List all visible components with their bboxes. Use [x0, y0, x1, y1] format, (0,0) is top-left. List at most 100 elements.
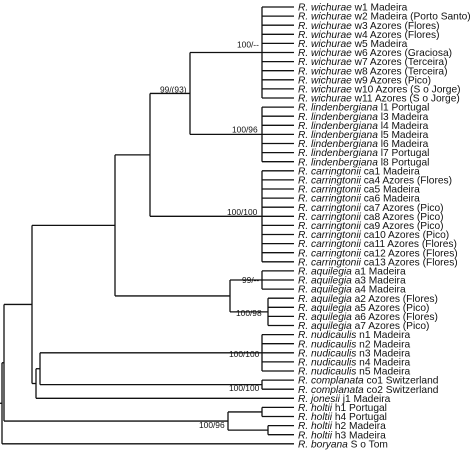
leaf-species-name: R. wichurae	[298, 21, 352, 32]
leaf-specimen-id: w5 Madeira	[352, 39, 408, 50]
leaf-species-name: R. wichurae	[298, 94, 352, 105]
leaf-specimen-id: h4 Portugal	[332, 412, 387, 423]
leaf-specimen-id: w10 Azores (S o Jorge)	[352, 85, 461, 96]
leaf-specimen-id: n2 Madeira	[356, 339, 410, 350]
leaf-specimen-id: S o Tom	[348, 439, 388, 450]
leaf-species-name: R. holtii	[298, 412, 333, 423]
leaf-species-name: R. wichurae	[298, 75, 352, 86]
leaf-specimen-id: a6 Azores (Flores)	[352, 312, 438, 323]
leaf-label: R. carringtonii ca12 Azores (Flores)	[298, 248, 458, 259]
leaf-species-name: R. holtii	[298, 421, 333, 432]
leaf-species-name: R. aquilegia	[298, 285, 352, 296]
support-carringtonii-clade: 100/100	[227, 207, 258, 217]
leaf-species-name: R. lindenbergiana	[298, 157, 378, 168]
leaf-specimen-id: ca10 Azores (Pico)	[361, 230, 449, 241]
leaf-label: R. wichurae w6 Azores (Graciosa)	[298, 48, 452, 59]
leaf-specimen-id: a3 Madeira	[352, 276, 406, 287]
support-values: 100/-- 99/(93) 100/96 100/100 99/-- 100/…	[160, 40, 262, 431]
leaf-label: R. holtii h1 Portugal	[298, 403, 387, 414]
leaf-label: R. carringtonii ca1 Madeira	[298, 166, 420, 177]
leaf-specimen-id: w9 Azores (Pico)	[352, 75, 431, 86]
leaf-species-name: R. jonesii	[298, 394, 341, 405]
leaf-specimen-id: a2 Azores (Flores)	[352, 294, 438, 305]
leaf-specimen-id: n5 Madeira	[356, 367, 410, 378]
leaf-label: R. aquilegia a5 Azores (Pico)	[298, 303, 429, 314]
leaf-species-name: R. nudicaulis	[298, 339, 356, 350]
leaf-label: R. lindenbergiana l4 Madeira	[298, 121, 429, 132]
leaf-specimen-id: a5 Azores (Pico)	[352, 303, 430, 314]
leaf-species-name: R. lindenbergiana	[298, 139, 378, 150]
leaf-species-name: R. carringtonii	[298, 185, 362, 196]
leaf-label: R. carringtonii ca8 Azores (Pico)	[298, 212, 444, 223]
leaf-specimen-id: w11 Azores (S o Jorge)	[352, 94, 460, 105]
leaf-label: R. wichurae w1 Madeira	[298, 3, 408, 14]
leaf-specimen-id: w8 Azores (Terceira)	[352, 66, 448, 77]
leaf-specimen-id: l3 Madeira	[378, 112, 429, 123]
leaf-species-name: R. complanata	[298, 385, 364, 396]
leaf-specimen-id: ca1 Madeira	[361, 166, 420, 177]
support-wichurae-clade: 100/--	[237, 40, 259, 50]
leaf-species-name: R. nudicaulis	[298, 367, 356, 378]
leaf-specimen-id: h2 Madeira	[332, 421, 386, 432]
leaf-specimen-id: a1 Madeira	[352, 267, 406, 278]
tree-branches	[0, 6, 294, 445]
leaf-species-name: R. carringtonii	[298, 176, 362, 187]
support-aquilegia-clade: 100/98	[236, 308, 262, 318]
leaf-specimen-id: w3 Azores (Flores)	[352, 21, 440, 32]
leaf-specimen-id: ca8 Azores (Pico)	[361, 212, 444, 223]
leaf-label: R. nudicaulis n5 Madeira	[298, 367, 410, 378]
leaf-label: R. nudicaulis n2 Madeira	[298, 339, 410, 350]
leaf-species-name: R. wichurae	[298, 39, 352, 50]
leaf-label: R. holtii h3 Madeira	[298, 430, 386, 441]
leaf-label: R. lindenbergiana l6 Madeira	[298, 139, 429, 150]
leaf-specimen-id: ca11 Azores (Flores)	[361, 239, 457, 250]
leaf-label: R. complanata co2 Switzerland	[298, 385, 439, 396]
leaf-specimen-id: l4 Madeira	[378, 121, 429, 132]
leaf-label: R. carringtonii ca4 Azores (Flores)	[298, 176, 452, 187]
leaf-specimen-id: a7 Azores (Pico)	[352, 321, 430, 332]
leaf-species-name: R. lindenbergiana	[298, 112, 378, 123]
leaf-specimen-id: ca9 Azores (Pico)	[361, 221, 444, 232]
leaf-species-name: R. carringtonii	[298, 221, 362, 232]
leaf-species-name: R. carringtonii	[298, 203, 362, 214]
leaf-label: R. wichurae w9 Azores (Pico)	[298, 75, 431, 86]
leaf-label: R. wichurae w8 Azores (Terceira)	[298, 66, 447, 77]
leaf-specimen-id: l7 Portugal	[378, 148, 430, 159]
leaf-specimen-id: a4 Madeira	[352, 285, 406, 296]
leaf-specimen-id: w4 Azores (Flores)	[352, 30, 440, 41]
leaf-label: R. carringtonii ca6 Madeira	[298, 194, 420, 205]
leaf-species-name: R. carringtonii	[298, 194, 362, 205]
leaf-label: R. nudicaulis n4 Madeira	[298, 358, 410, 369]
leaf-species-name: R. complanata	[298, 376, 364, 387]
leaf-species-name: R. aquilegia	[298, 267, 352, 278]
leaf-species-name: R. carringtonii	[298, 239, 362, 250]
leaf-label: R. carringtonii ca5 Madeira	[298, 185, 420, 196]
leaf-label: R. aquilegia a4 Madeira	[298, 285, 406, 296]
leaf-specimen-id: w7 Azores (Terceira)	[352, 57, 448, 68]
leaf-label: R. wichurae w3 Azores (Flores)	[298, 21, 440, 32]
leaf-species-name: R. carringtonii	[298, 257, 362, 268]
leaf-specimen-id: h1 Portugal	[332, 403, 387, 414]
leaf-species-name: R. nudicaulis	[298, 348, 356, 359]
leaf-species-name: R. lindenbergiana	[298, 130, 378, 141]
leaf-label: R. holtii h4 Portugal	[298, 412, 387, 423]
leaf-specimen-id: w6 Azores (Graciosa)	[352, 48, 452, 59]
support-complanata-clade: 100/100	[229, 383, 260, 393]
leaf-specimen-id: ca12 Azores (Flores)	[361, 248, 458, 259]
leaf-specimen-id: h3 Madeira	[332, 430, 386, 441]
leaf-species-name: R. aquilegia	[298, 294, 352, 305]
leaf-label: R. lindenbergiana l3 Madeira	[298, 112, 429, 123]
leaf-species-name: R. wichurae	[298, 57, 352, 68]
leaf-specimen-id: ca13 Azores (Flores)	[361, 257, 458, 268]
leaf-label: R. complanata co1 Switzerland	[298, 376, 439, 387]
leaf-label: R. lindenbergiana l5 Madeira	[298, 130, 429, 141]
leaf-species-name: R. lindenbergiana	[298, 148, 378, 159]
leaf-label: R. wichurae w11 Azores (S o Jorge)	[298, 94, 460, 105]
leaf-label: R. nudicaulis n1 Madeira	[298, 330, 410, 341]
leaf-label: R. aquilegia a3 Madeira	[298, 276, 406, 287]
leaf-label: R. aquilegia a7 Azores (Pico)	[298, 321, 429, 332]
leaf-specimen-id: j1 Madeira	[340, 394, 391, 405]
leaf-species-name: R. nudicaulis	[298, 358, 356, 369]
